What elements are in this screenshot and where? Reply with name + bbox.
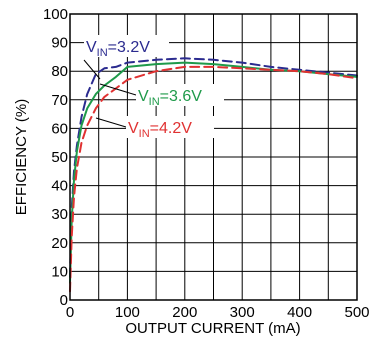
leader-line-3-6 [99, 83, 137, 96]
label-vin-3-6: VIN=3.6V [138, 88, 202, 108]
annotation-vin-3-6: VIN=3.6V [99, 83, 224, 108]
y-tick-label: 10 [51, 263, 68, 280]
y-tick-labels: 0 10 20 30 40 50 60 70 80 90 100 [43, 6, 68, 309]
x-tick-label: 100 [115, 304, 140, 321]
x-tick-label: 0 [66, 304, 74, 321]
x-tick-label: 400 [287, 304, 312, 321]
y-tick-label: 40 [51, 178, 68, 195]
y-tick-label: 50 [51, 149, 68, 166]
label-bg-3-2 [84, 35, 169, 57]
label-vin-4-2: VIN=4.2V [128, 120, 192, 140]
y-axis-label: EFFICIENCY (%) [13, 99, 30, 215]
label-bg-3-6 [136, 84, 224, 106]
series-lines [69, 57, 358, 293]
label-vin-3-2: VIN=3.2V [86, 39, 150, 59]
annotation-vin-4-2: VIN=4.2V [95, 116, 214, 140]
x-tick-label: 200 [172, 304, 197, 321]
annotation-vin-3-2: VIN=3.2V [83, 35, 169, 80]
label-bg-4-2 [126, 116, 214, 138]
x-tick-label: 500 [344, 304, 369, 321]
x-tick-label: 300 [230, 304, 255, 321]
leader-line-3-2 [83, 59, 101, 80]
x-tick-labels: 0 100 200 300 400 500 [66, 304, 370, 321]
plot-frame [69, 13, 358, 301]
y-tick-label: 20 [51, 235, 68, 252]
series-line-vin-4-2v [69, 65, 358, 293]
y-tick-label: 100 [43, 6, 68, 23]
leader-line-4-2 [95, 117, 127, 128]
y-tick-label: 0 [60, 292, 68, 309]
y-tick-label: 90 [51, 35, 68, 52]
x-axis-label: OUTPUT CURRENT (mA) [125, 320, 300, 337]
y-tick-label: 30 [51, 206, 68, 223]
y-tick-label: 80 [51, 63, 68, 80]
y-tick-label: 60 [51, 120, 68, 137]
y-tick-label: 70 [51, 92, 68, 109]
